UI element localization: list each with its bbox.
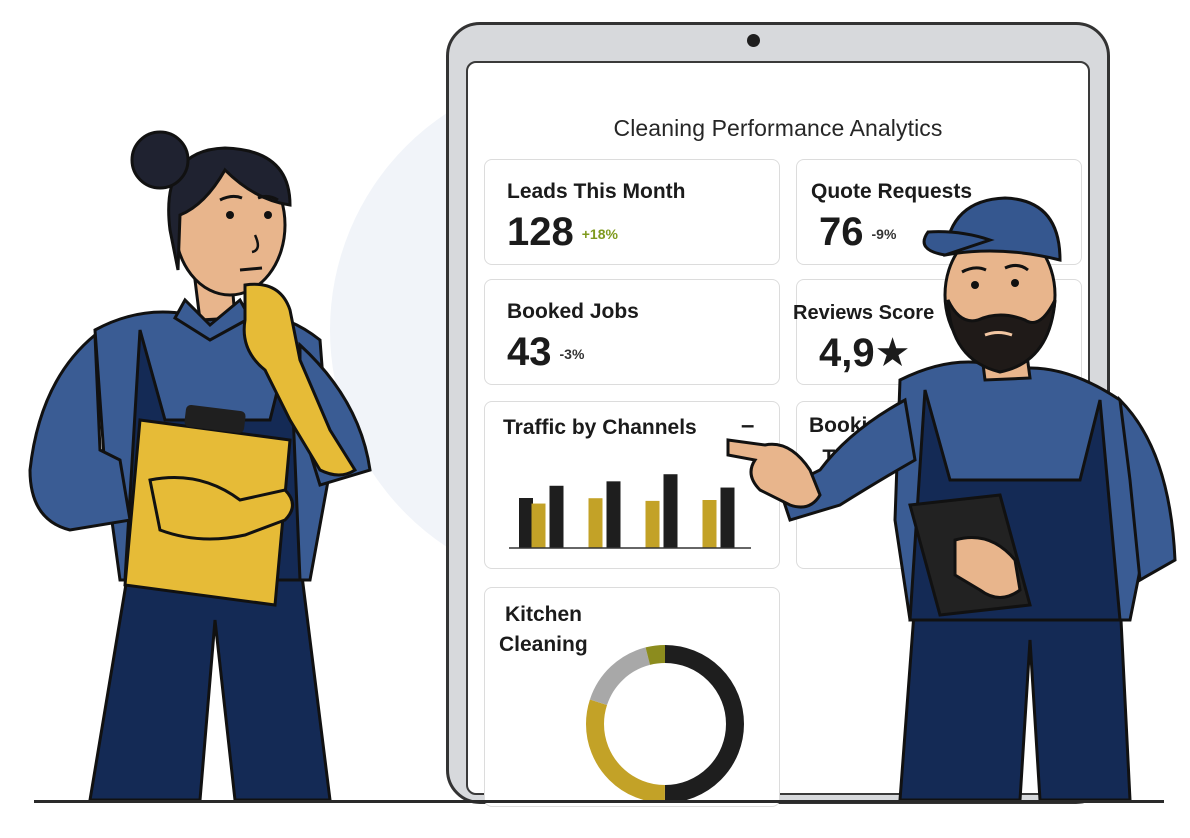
card-reviews-label: Reviews Score <box>793 302 935 324</box>
donut-slice-3 <box>586 645 744 803</box>
bar-series1-1 <box>606 481 621 548</box>
bar-lead <box>519 498 533 548</box>
card-traffic-menu-icon[interactable]: – <box>741 412 755 439</box>
card-kitchen-label: Kitchen Cleaning <box>499 600 588 660</box>
card-booked[interactable]: Booked Jobs 43 -3% <box>484 279 780 385</box>
card-leads-change: +18% <box>581 226 618 242</box>
traffic-bar-chart <box>509 474 751 549</box>
bar-series0-1 <box>588 498 603 548</box>
card-booked-label: Booked Jobs <box>507 300 639 323</box>
bar-series0-3 <box>702 500 717 548</box>
card-traffic-label: Traffic by Channels <box>503 416 697 439</box>
bar-series0-0 <box>531 503 546 548</box>
dashboard-title: Cleaning Performance Analytics <box>613 115 943 141</box>
bar-series0-2 <box>645 500 660 548</box>
card-quotes-value: 76 <box>819 210 864 254</box>
camera-dot <box>747 34 760 47</box>
card-leads-value-row: 128 +18% <box>507 210 618 255</box>
bar-series1-2 <box>663 474 678 548</box>
bar-series1-3 <box>720 487 735 548</box>
donut-slice-1 <box>586 645 744 803</box>
card-quotes-value-row: 76 -9% <box>819 210 896 255</box>
card-reviews-value: 4,9★ <box>819 331 911 375</box>
ground-line <box>34 800 1164 803</box>
card-leads[interactable]: Leads This Month 128 +18% <box>484 159 780 265</box>
bar-series1-0 <box>549 485 564 548</box>
card-kitchen-label-line1: Kitchen <box>505 603 583 626</box>
card-leads-value: 128 <box>507 210 574 254</box>
kitchen-donut-chart <box>586 645 744 803</box>
card-traffic[interactable]: Traffic by Channels – <box>484 401 780 569</box>
card-kitchen[interactable]: Kitchen Cleaning <box>484 587 780 807</box>
card-booked-value: 43 <box>507 330 552 374</box>
card-booked-value-row: 43 -3% <box>507 330 584 375</box>
woman-with-clipboard-illustration <box>28 130 372 802</box>
card-leads-label: Leads This Month <box>507 180 686 203</box>
card-kitchen-label-line2: Cleaning <box>499 633 588 656</box>
man-with-tablet-illustration <box>726 196 1177 802</box>
card-booked-change: -3% <box>559 346 585 362</box>
card-quotes-label: Quote Requests <box>811 180 973 203</box>
card-quotes-change: -9% <box>871 226 897 242</box>
